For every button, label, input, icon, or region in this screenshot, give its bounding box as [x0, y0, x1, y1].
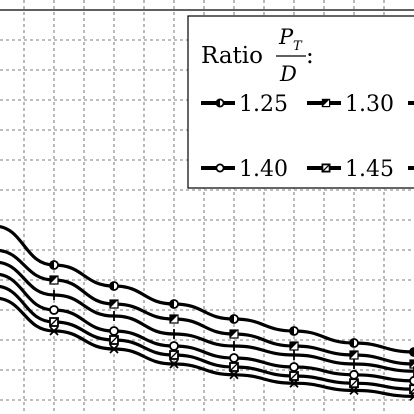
series-marker	[229, 362, 239, 372]
series-layer	[0, 225, 414, 402]
legend-entry: 1.30	[307, 92, 394, 117]
legend-label: 1.40	[239, 157, 288, 182]
series-marker	[349, 350, 359, 360]
series-5	[0, 285, 414, 395]
legend: Ratio P T D : 1.25 1.30 1.40 1.45	[187, 15, 414, 189]
series-marker	[49, 260, 59, 270]
series-marker	[349, 378, 359, 389]
legend-fraction-numerator: P	[278, 25, 294, 49]
series-marker	[409, 391, 414, 402]
legend-title-suffix: :	[306, 43, 314, 69]
series-marker	[289, 326, 299, 336]
legend-label: 1.25	[239, 92, 288, 117]
series-4	[0, 273, 414, 386]
series-marker	[409, 384, 414, 395]
series-marker	[321, 163, 331, 173]
series-marker	[229, 314, 239, 324]
series-marker	[409, 366, 414, 377]
series-marker	[349, 385, 359, 396]
legend-entry: 1.25	[201, 92, 288, 117]
series-1	[0, 225, 414, 357]
legend-label: 1.45	[345, 157, 394, 182]
series-marker	[49, 326, 59, 336]
series-marker	[321, 98, 331, 108]
series-marker	[49, 290, 59, 300]
legend-entry: 1.40	[201, 157, 288, 182]
series-marker	[229, 370, 239, 380]
series-marker	[349, 338, 359, 348]
series-marker	[49, 275, 59, 285]
series-marker	[49, 305, 59, 315]
series-marker	[289, 350, 299, 360]
series-marker	[169, 314, 179, 324]
series-marker	[289, 371, 299, 381]
series-marker	[169, 341, 179, 351]
series-marker	[289, 378, 299, 388]
legend-label: 1.30	[345, 92, 394, 117]
series-marker	[229, 353, 239, 363]
series-marker	[109, 326, 119, 336]
series-3	[0, 261, 414, 377]
series-marker	[109, 311, 119, 321]
series-marker	[409, 359, 414, 369]
series-6	[0, 297, 414, 402]
legend-title-prefix: Ratio	[201, 43, 263, 69]
series-marker	[215, 98, 225, 108]
series-2	[0, 249, 414, 369]
series-marker	[169, 299, 179, 309]
series-marker	[109, 335, 119, 345]
series-marker	[169, 359, 179, 369]
series-marker	[409, 375, 414, 386]
legend-entry: 1.45	[307, 157, 394, 182]
series-marker	[109, 299, 119, 309]
series-marker	[109, 281, 119, 291]
series-marker	[289, 362, 299, 372]
series-marker	[169, 329, 179, 339]
series-marker	[49, 317, 59, 327]
series-marker	[349, 369, 359, 380]
series-marker	[229, 341, 239, 351]
series-marker	[289, 341, 299, 351]
series-marker	[229, 329, 239, 339]
legend-fraction-numerator-subscript: T	[293, 39, 303, 54]
series-marker	[215, 163, 225, 173]
series-marker	[169, 350, 179, 360]
series-marker	[109, 344, 119, 354]
series-marker	[349, 359, 359, 369]
series-marker	[409, 347, 414, 357]
legend-fraction-denominator: D	[279, 62, 297, 86]
